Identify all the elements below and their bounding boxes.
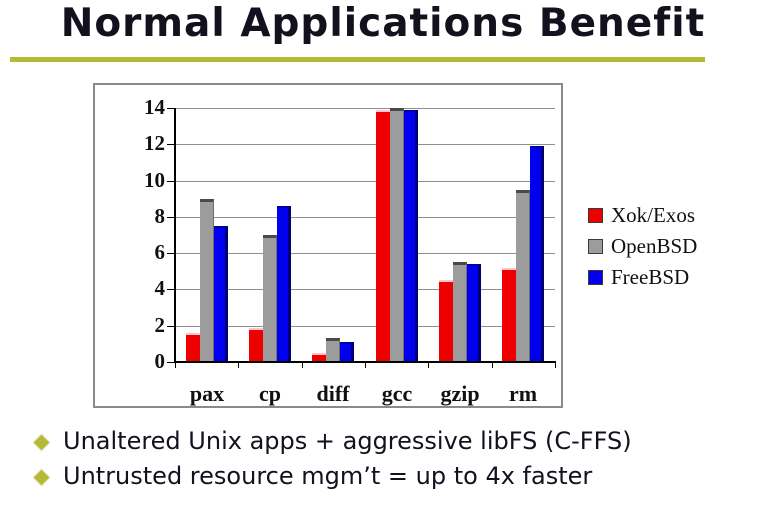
gridline-8 bbox=[175, 217, 555, 218]
legend-swatch-icon bbox=[588, 239, 603, 254]
diamond-bullet-icon bbox=[33, 469, 50, 486]
bar-rm-xok-exos bbox=[502, 268, 516, 362]
legend-label: FreeBSD bbox=[611, 265, 690, 289]
y-tick-mark-6 bbox=[167, 253, 176, 254]
gridline-2 bbox=[175, 326, 555, 327]
y-tick-mark-8 bbox=[167, 217, 176, 218]
bar-diff-freebsd bbox=[340, 342, 354, 362]
bar-cp-xok-exos bbox=[249, 328, 263, 362]
legend-swatch-icon bbox=[588, 270, 603, 285]
x-tick-mark-0 bbox=[175, 362, 176, 368]
x-category-label-gzip: gzip bbox=[440, 381, 480, 406]
bar-pax-xok-exos bbox=[186, 333, 200, 362]
bullet-text: Untrusted resource mgm’t = up to 4x fast… bbox=[63, 462, 593, 490]
legend-item-freebsd: FreeBSD bbox=[588, 265, 697, 289]
x-tick-mark-2 bbox=[302, 362, 303, 368]
legend-item-xok-exos: Xok/Exos bbox=[588, 203, 697, 227]
y-tick-mark-14 bbox=[167, 108, 176, 109]
y-tick-label-4: 4 bbox=[154, 276, 166, 300]
y-axis bbox=[174, 108, 176, 362]
gridline-4 bbox=[175, 289, 555, 290]
y-tick-label-12: 12 bbox=[144, 131, 165, 155]
page-title: Normal Applications Benefit bbox=[60, 1, 706, 46]
gridline-10 bbox=[175, 181, 555, 182]
x-category-label-gcc: gcc bbox=[381, 381, 413, 406]
y-tick-label-14: 14 bbox=[144, 95, 165, 119]
y-tick-label-8: 8 bbox=[154, 204, 166, 228]
bar-cp-openbsd bbox=[263, 235, 277, 362]
x-tick-mark-3 bbox=[365, 362, 366, 368]
legend-label: OpenBSD bbox=[611, 234, 698, 258]
bar-rm-freebsd bbox=[530, 146, 544, 362]
bar-diff-xok-exos bbox=[312, 353, 326, 362]
bar-gzip-openbsd bbox=[453, 262, 467, 362]
y-tick-mark-10 bbox=[167, 181, 176, 182]
y-tick-label-10: 10 bbox=[144, 168, 165, 192]
bar-pax-openbsd bbox=[200, 199, 214, 362]
x-tick-mark-6 bbox=[555, 362, 556, 368]
bullet-item: Untrusted resource mgm’t = up to 4x fast… bbox=[30, 462, 760, 490]
y-tick-label-2: 2 bbox=[154, 313, 166, 337]
y-tick-mark-4 bbox=[167, 289, 176, 290]
legend-swatch-icon bbox=[588, 208, 603, 223]
bar-diff-openbsd bbox=[326, 338, 340, 362]
x-category-label-pax: pax bbox=[189, 381, 225, 406]
y-tick-mark-12 bbox=[167, 144, 176, 145]
bar-gcc-freebsd bbox=[404, 110, 418, 362]
bullet-item: Unaltered Unix apps + aggressive libFS (… bbox=[30, 427, 760, 455]
x-category-label-diff: diff bbox=[316, 381, 350, 406]
gridline-14 bbox=[175, 108, 555, 109]
bar-gcc-xok-exos bbox=[376, 110, 390, 362]
x-tick-mark-5 bbox=[492, 362, 493, 368]
bar-gcc-openbsd bbox=[390, 108, 404, 362]
y-tick-mark-0 bbox=[167, 362, 176, 363]
legend-item-openbsd: OpenBSD bbox=[588, 234, 698, 258]
bar-rm-openbsd bbox=[516, 190, 530, 362]
legend-label: Xok/Exos bbox=[611, 203, 695, 227]
bullet-list: Unaltered Unix apps + aggressive libFS (… bbox=[30, 427, 760, 497]
x-category-label-rm: rm bbox=[508, 381, 538, 406]
y-tick-label-0: 0 bbox=[154, 349, 166, 373]
bullet-text: Unaltered Unix apps + aggressive libFS (… bbox=[63, 427, 632, 455]
y-tick-mark-2 bbox=[167, 326, 176, 327]
bar-chart: 0 2 4 6 8 10 12 14 pax cp diff gcc gzip rm bbox=[93, 83, 563, 408]
bar-cp-freebsd bbox=[277, 206, 291, 362]
bar-gzip-freebsd bbox=[467, 264, 481, 362]
chart-legend: Xok/Exos OpenBSD FreeBSD bbox=[588, 203, 698, 298]
x-tick-mark-4 bbox=[428, 362, 429, 368]
bar-pax-freebsd bbox=[214, 226, 228, 362]
x-category-label-cp: cp bbox=[259, 381, 281, 406]
y-tick-label-6: 6 bbox=[154, 240, 166, 264]
gridline-6 bbox=[175, 253, 555, 254]
bar-gzip-xok-exos bbox=[439, 280, 453, 362]
title-underline bbox=[10, 57, 705, 62]
x-tick-mark-1 bbox=[238, 362, 239, 368]
gridline-12 bbox=[175, 144, 555, 145]
diamond-bullet-icon bbox=[33, 434, 50, 451]
